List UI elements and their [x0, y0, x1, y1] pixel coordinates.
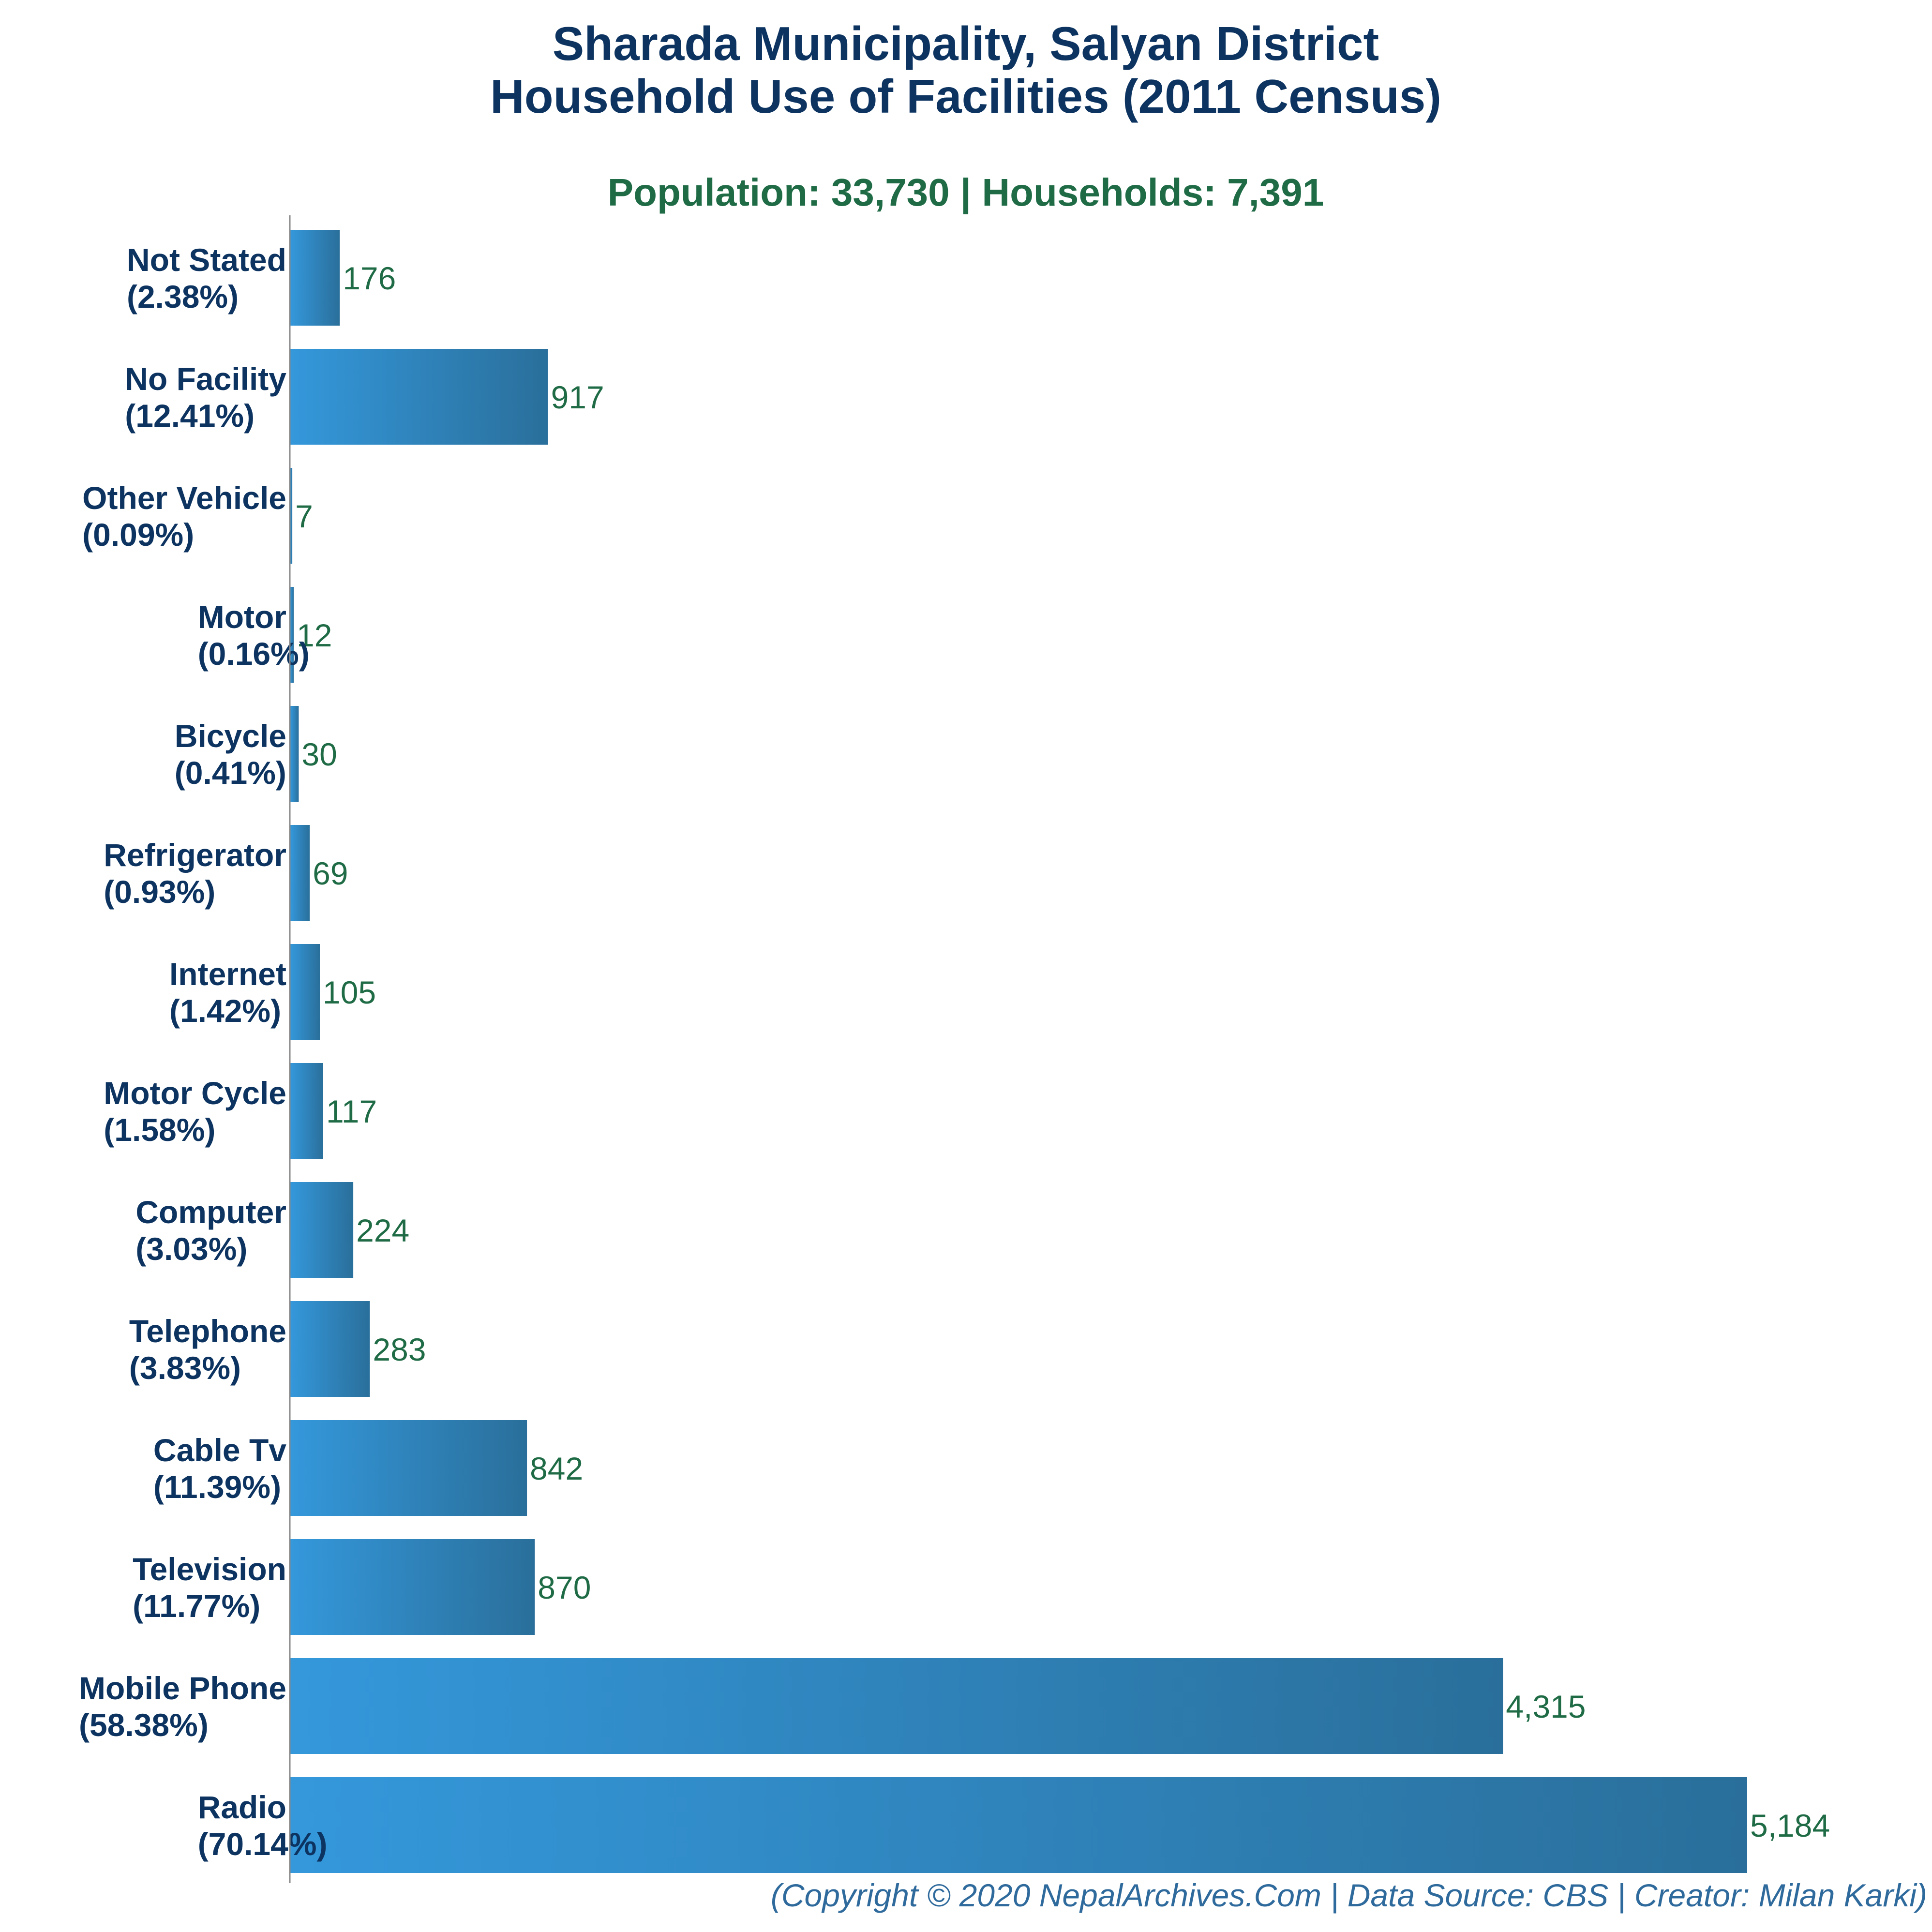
value-label-radio: 5,184 — [1750, 1808, 1830, 1843]
value-labels-group: 176 917 7 12 30 69 105 117 224 283 842 870 4,315 5,18… — [295, 260, 1830, 1843]
bar-bicycle — [290, 706, 299, 802]
value-label-motor-cycle: 117 — [326, 1093, 377, 1129]
bar-other-vehicle — [290, 468, 293, 564]
category-label-mobile-phone: Mobile Phone — [79, 1670, 286, 1706]
chart-title-line-1: Sharada Municipality, Salyan District — [553, 17, 1379, 70]
category-percent-internet: (1.42%) — [169, 993, 281, 1029]
category-label-refrigerator: Refrigerator — [104, 837, 286, 873]
bar-motor — [290, 587, 294, 683]
value-label-bicycle: 30 — [301, 736, 337, 772]
category-percent-refrigerator: (0.93%) — [104, 874, 215, 910]
bar-mobile-phone — [290, 1658, 1503, 1754]
value-label-telephone: 283 — [373, 1332, 426, 1367]
value-label-not-stated: 176 — [343, 260, 396, 296]
category-label-television: Television — [133, 1551, 286, 1587]
category-percent-telephone: (3.83%) — [129, 1350, 241, 1386]
bars-group — [290, 230, 1747, 1873]
category-percent-other-vehicle: (0.09%) — [82, 517, 194, 553]
footer-credit: (Copyright © 2020 NepalArchives.Com | Da… — [771, 1877, 1927, 1914]
category-percent-no-facility: (12.41%) — [125, 398, 255, 434]
category-label-cable-tv: Cable Tv — [153, 1432, 286, 1468]
value-label-internet: 105 — [323, 974, 376, 1010]
category-label-computer: Computer — [135, 1194, 286, 1230]
category-labels-group: Not Stated(2.38%) No Facility(12.41%) Othe… — [79, 242, 328, 1862]
chart-subtitle: Population: 33,730 | Households: 7,391 — [608, 171, 1324, 214]
bar-no-facility — [290, 349, 548, 445]
value-label-no-facility: 917 — [551, 379, 604, 415]
category-label-no-facility: No Facility — [125, 361, 286, 397]
category-label-internet: Internet — [169, 956, 286, 992]
category-label-telephone: Telephone — [129, 1313, 286, 1349]
category-percent-mobile-phone: (58.38%) — [79, 1707, 209, 1743]
category-percent-radio: (70.14%) — [198, 1826, 328, 1862]
chart-title-line-2: Household Use of Facilities (2011 Census… — [490, 70, 1441, 123]
category-label-bicycle: Bicycle — [175, 718, 286, 754]
bar-internet — [290, 944, 320, 1040]
value-label-refrigerator: 69 — [313, 855, 348, 891]
category-label-motor: Motor — [198, 599, 286, 635]
value-label-motor: 12 — [297, 617, 332, 653]
value-label-mobile-phone: 4,315 — [1506, 1689, 1586, 1724]
bar-cable-tv — [290, 1420, 527, 1516]
value-label-computer: 224 — [356, 1213, 409, 1248]
category-label-radio: Radio — [198, 1789, 286, 1825]
category-percent-cable-tv: (11.39%) — [153, 1469, 281, 1505]
bar-telephone — [290, 1301, 370, 1397]
bar-computer — [290, 1182, 354, 1278]
category-label-motor-cycle: Motor Cycle — [104, 1075, 286, 1111]
value-label-cable-tv: 842 — [530, 1451, 583, 1486]
bar-motor-cycle — [290, 1063, 323, 1159]
category-percent-motor-cycle: (1.58%) — [104, 1112, 215, 1148]
bar-television — [290, 1539, 535, 1635]
category-percent-motor: (0.16%) — [198, 636, 310, 672]
category-percent-not-stated: (2.38%) — [127, 279, 239, 315]
category-label-not-stated: Not Stated — [127, 242, 286, 278]
category-percent-television: (11.77%) — [133, 1588, 260, 1624]
bar-not-stated — [290, 230, 340, 326]
category-percent-computer: (3.03%) — [135, 1231, 247, 1267]
bar-radio — [290, 1777, 1747, 1873]
value-label-television: 870 — [538, 1570, 591, 1605]
bar-refrigerator — [290, 825, 310, 921]
category-percent-bicycle: (0.41%) — [175, 755, 286, 791]
category-label-other-vehicle: Other Vehicle — [82, 480, 286, 516]
value-label-other-vehicle: 7 — [295, 498, 313, 534]
